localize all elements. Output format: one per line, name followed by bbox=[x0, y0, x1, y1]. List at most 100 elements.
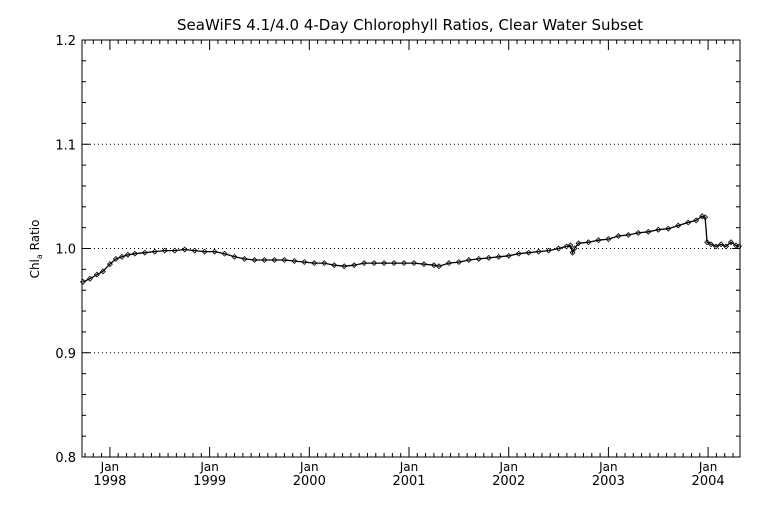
data-point bbox=[718, 241, 725, 248]
data-point bbox=[728, 239, 734, 246]
y-axis-label: Chla Ratio bbox=[28, 220, 44, 279]
data-point bbox=[221, 250, 228, 257]
y-tick-label: 1.1 bbox=[55, 138, 76, 153]
y-axis-label-rest: Ratio bbox=[28, 220, 42, 255]
data-point bbox=[420, 261, 427, 268]
data-point bbox=[585, 239, 592, 246]
y-axis-label-subscript: a bbox=[35, 254, 44, 259]
data-point bbox=[171, 247, 178, 254]
x-tick-label-year: 2000 bbox=[293, 474, 326, 489]
data-point bbox=[261, 257, 268, 263]
data-point bbox=[391, 260, 398, 267]
data-point bbox=[595, 237, 602, 244]
data-point bbox=[713, 243, 720, 250]
data-point bbox=[733, 242, 739, 249]
data-point bbox=[161, 247, 168, 254]
data-point bbox=[131, 250, 138, 257]
data-point bbox=[535, 248, 542, 255]
data-point bbox=[87, 275, 93, 282]
data-point bbox=[605, 236, 612, 243]
data-point bbox=[141, 249, 148, 256]
data-point bbox=[106, 261, 113, 268]
data-point bbox=[201, 248, 208, 255]
data-point bbox=[311, 260, 318, 267]
x-tick-label-month: Jan bbox=[498, 460, 518, 474]
data-point bbox=[455, 259, 462, 266]
x-tick-label-year: 2001 bbox=[392, 474, 425, 489]
data-point bbox=[465, 257, 472, 263]
data-point bbox=[685, 219, 692, 226]
data-point bbox=[99, 268, 106, 275]
data-point bbox=[241, 255, 248, 262]
x-tick-label-month: Jan bbox=[100, 460, 120, 474]
data-point bbox=[151, 248, 158, 255]
data-point bbox=[708, 241, 715, 248]
data-point bbox=[571, 245, 578, 252]
x-tick-label-year: 2002 bbox=[492, 474, 525, 489]
chart-title: SeaWiFS 4.1/4.0 4-Day Chlorophyll Ratios… bbox=[177, 16, 643, 34]
data-point bbox=[645, 228, 652, 235]
data-point bbox=[567, 242, 574, 249]
data-point bbox=[545, 247, 552, 254]
data-point bbox=[411, 260, 417, 267]
data-point bbox=[291, 258, 298, 264]
data-point bbox=[723, 243, 730, 250]
data-point bbox=[569, 249, 576, 256]
x-tick-label-month: Jan bbox=[299, 460, 319, 474]
x-tick-label-year: 1999 bbox=[193, 474, 226, 489]
data-point bbox=[655, 226, 662, 233]
x-tick-label-month: Jan bbox=[698, 460, 718, 474]
x-tick-label-year: 2003 bbox=[592, 474, 625, 489]
data-point bbox=[211, 248, 218, 255]
data-point bbox=[485, 254, 492, 261]
data-point bbox=[435, 263, 442, 270]
data-point bbox=[615, 233, 622, 239]
data-point bbox=[351, 262, 358, 269]
y-axis: 0.8 0.9 1.0 1.1 1.2 bbox=[55, 34, 740, 466]
data-point bbox=[271, 257, 278, 263]
data-series bbox=[80, 213, 742, 285]
data-point bbox=[555, 245, 562, 252]
data-point bbox=[231, 253, 238, 260]
data-point bbox=[699, 213, 706, 220]
data-point bbox=[301, 259, 308, 266]
x-axis: Jan1998Jan1999Jan2000Jan2001Jan2002Jan20… bbox=[84, 40, 734, 489]
data-point bbox=[495, 253, 502, 260]
data-point bbox=[675, 222, 682, 229]
series-line bbox=[82, 215, 740, 283]
y-tick-label: 1.2 bbox=[55, 34, 76, 49]
data-point bbox=[118, 253, 125, 260]
data-point bbox=[341, 263, 348, 270]
data-point bbox=[665, 225, 672, 232]
data-point bbox=[371, 260, 378, 267]
data-point bbox=[475, 255, 482, 262]
data-point bbox=[124, 251, 131, 258]
y-tick-label: 0.9 bbox=[55, 347, 76, 362]
data-point bbox=[525, 249, 532, 256]
data-point bbox=[430, 262, 437, 269]
data-point bbox=[445, 260, 452, 267]
data-point bbox=[693, 217, 700, 224]
data-point bbox=[381, 260, 388, 267]
y-axis-label-main: Chl bbox=[28, 259, 42, 278]
y-tick-label: 1.0 bbox=[55, 243, 76, 258]
data-point bbox=[93, 271, 100, 278]
data-point bbox=[281, 257, 288, 263]
data-point bbox=[625, 231, 632, 238]
data-point bbox=[321, 260, 328, 267]
y-tick-label: 0.8 bbox=[55, 451, 76, 466]
data-point bbox=[702, 214, 709, 221]
data-point bbox=[361, 260, 368, 267]
data-point bbox=[505, 252, 512, 259]
data-point bbox=[251, 257, 258, 263]
x-tick-label-year: 1998 bbox=[93, 474, 126, 489]
data-point bbox=[635, 229, 642, 236]
x-tick-label-month: Jan bbox=[199, 460, 219, 474]
x-tick-label-month: Jan bbox=[399, 460, 419, 474]
data-point bbox=[191, 247, 198, 254]
x-tick-label-year: 2004 bbox=[692, 474, 725, 489]
data-point bbox=[112, 255, 119, 262]
data-point bbox=[704, 239, 711, 246]
y-gridlines bbox=[82, 143, 740, 354]
x-tick-label-month: Jan bbox=[598, 460, 618, 474]
